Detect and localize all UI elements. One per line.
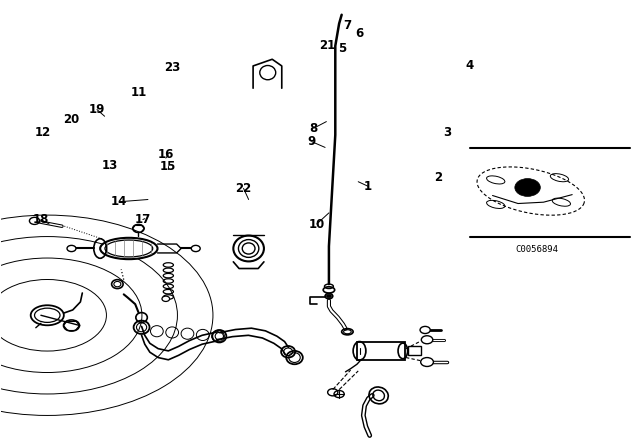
Ellipse shape bbox=[243, 243, 255, 254]
Text: 6: 6 bbox=[355, 27, 364, 40]
Text: 5: 5 bbox=[338, 42, 346, 55]
Text: 4: 4 bbox=[466, 60, 474, 73]
Text: 1: 1 bbox=[364, 180, 372, 193]
Text: 19: 19 bbox=[89, 103, 105, 116]
Circle shape bbox=[191, 246, 200, 252]
Text: 12: 12 bbox=[35, 126, 51, 139]
Text: 14: 14 bbox=[111, 195, 127, 208]
Circle shape bbox=[420, 327, 430, 333]
Text: 7: 7 bbox=[343, 19, 351, 32]
Circle shape bbox=[420, 358, 433, 366]
Text: 18: 18 bbox=[33, 213, 49, 226]
Text: 23: 23 bbox=[164, 61, 180, 74]
Text: 10: 10 bbox=[308, 217, 325, 231]
Text: C0056894: C0056894 bbox=[516, 246, 559, 254]
Text: 8: 8 bbox=[310, 122, 317, 135]
Circle shape bbox=[421, 336, 433, 344]
Bar bbox=[357, 342, 405, 360]
Circle shape bbox=[515, 179, 540, 196]
Circle shape bbox=[67, 246, 76, 252]
Text: 11: 11 bbox=[131, 86, 147, 99]
Text: 17: 17 bbox=[135, 213, 151, 226]
Text: 9: 9 bbox=[308, 135, 316, 148]
Text: 20: 20 bbox=[63, 113, 79, 126]
Circle shape bbox=[29, 217, 40, 224]
Text: 3: 3 bbox=[444, 126, 451, 139]
Bar bbox=[408, 346, 420, 355]
Text: 13: 13 bbox=[102, 159, 118, 172]
Ellipse shape bbox=[100, 238, 157, 259]
Circle shape bbox=[326, 294, 332, 298]
Circle shape bbox=[162, 296, 170, 302]
Text: 2: 2 bbox=[434, 171, 442, 184]
Text: 15: 15 bbox=[160, 159, 177, 172]
Text: 22: 22 bbox=[236, 182, 252, 195]
Text: 16: 16 bbox=[157, 148, 174, 161]
Text: 21: 21 bbox=[319, 39, 336, 52]
